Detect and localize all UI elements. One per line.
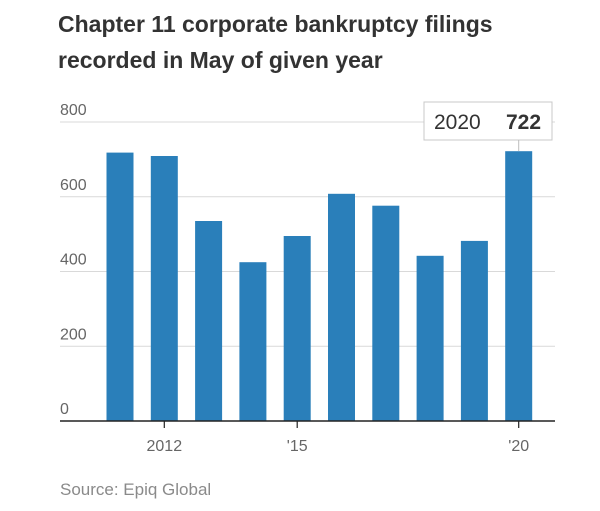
annotation: 2020 722 <box>423 101 553 152</box>
annotation-year: 2020 <box>434 111 481 134</box>
annotation-value: 722 <box>506 111 541 134</box>
chart-title-line-2: recorded in May of given year <box>58 47 383 73</box>
bar-2017 <box>372 205 400 421</box>
chart-title-line-1: Chapter 11 corporate bankruptcy filings <box>58 11 493 37</box>
bar-2011 <box>106 152 134 421</box>
y-tick-label: 400 <box>60 252 87 269</box>
y-tick-label: 800 <box>60 102 87 119</box>
y-tick-label: 200 <box>60 326 87 343</box>
axes: 0 200 400 600 800 2012 '15 '20 <box>60 102 555 455</box>
bar-2014 <box>239 262 267 421</box>
bar-2012 <box>150 156 178 421</box>
x-tick-label: '15 <box>287 438 308 455</box>
bar-2018 <box>416 255 444 421</box>
bar-2020 <box>505 151 533 421</box>
chart-title: Chapter 11 corporate bankruptcy filings … <box>58 6 578 78</box>
bar-2016 <box>328 193 355 421</box>
bar-2013 <box>195 221 223 421</box>
source-note: Source: Epiq Global <box>60 480 212 499</box>
bars <box>106 151 533 421</box>
x-tick-label: 2012 <box>147 438 183 455</box>
x-tick-label: '20 <box>508 438 529 455</box>
bar-chart: 0 200 400 600 800 2012 '15 '20 2020 722 <box>60 101 555 455</box>
y-tick-label: 0 <box>60 401 69 418</box>
y-tick-label: 600 <box>60 177 87 194</box>
annotation-box <box>423 101 553 141</box>
bar-2019 <box>460 240 488 421</box>
bar-2015 <box>283 236 311 421</box>
